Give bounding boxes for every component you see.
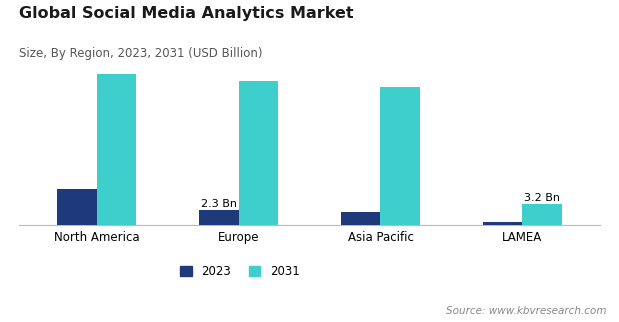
Bar	[522, 204, 562, 225]
Bar	[381, 87, 420, 225]
Bar	[199, 210, 238, 225]
Bar	[340, 212, 381, 225]
Text: Global Social Media Analytics Market: Global Social Media Analytics Market	[19, 6, 353, 22]
Bar	[483, 222, 522, 225]
Text: 2.3 Bn: 2.3 Bn	[201, 199, 236, 209]
Text: 3.2 Bn: 3.2 Bn	[524, 193, 560, 203]
Text: Source: www.kbvresearch.com: Source: www.kbvresearch.com	[446, 306, 607, 316]
Text: Size, By Region, 2023, 2031 (USD Billion): Size, By Region, 2023, 2031 (USD Billion…	[19, 47, 262, 60]
Bar	[57, 189, 97, 225]
Bar	[97, 41, 136, 225]
Bar	[238, 80, 279, 225]
Legend: 2023, 2031: 2023, 2031	[175, 260, 305, 283]
